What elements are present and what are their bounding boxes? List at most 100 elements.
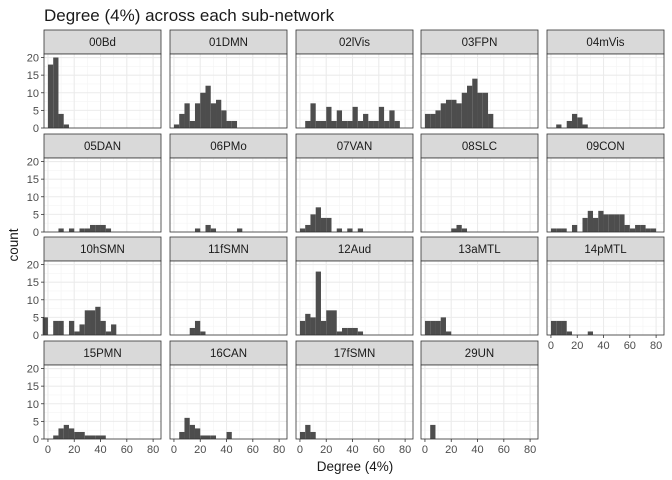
panel-background <box>44 365 161 439</box>
histogram-bar <box>173 124 180 128</box>
facet-label: 00Bd <box>89 37 116 49</box>
x-tick-label: 80 <box>399 444 411 456</box>
facet-panel-09CON: 09CON <box>546 133 665 233</box>
histogram-bar <box>357 228 364 232</box>
histogram-bar <box>299 431 306 439</box>
histogram-bar <box>373 120 379 128</box>
histogram-bar <box>68 320 75 335</box>
facet-strip <box>295 29 414 55</box>
histogram-bar <box>619 214 625 232</box>
histogram-bar <box>210 228 217 232</box>
histogram-bar <box>95 224 101 232</box>
histogram-bar <box>58 428 64 439</box>
histogram-bar <box>347 327 353 335</box>
histogram-bar <box>326 217 332 232</box>
histogram-bar <box>200 435 206 439</box>
facet-label: 09CON <box>586 141 624 153</box>
y-tick-label: 5 <box>33 416 39 428</box>
x-tick-label: 20 <box>68 444 80 456</box>
histogram-bar <box>200 331 206 335</box>
facet-panel-29UN: 29UN 0 20 40 60 80 <box>420 340 539 456</box>
facet-panel-08SLC: 08SLC <box>420 133 539 233</box>
histogram-bar <box>47 64 54 128</box>
histogram-bar <box>556 228 562 232</box>
histogram-bar <box>100 320 106 335</box>
histogram-bar <box>352 106 358 128</box>
histogram-bar <box>488 113 494 128</box>
histogram-bar <box>472 78 478 128</box>
facet-strip <box>420 340 539 366</box>
facet-panel-11fSMN: 11fSMN <box>169 236 288 336</box>
facet-panel-16CAN: 16CAN 0 20 40 60 80 <box>169 340 288 456</box>
y-tick-label: 5 <box>33 105 39 117</box>
facet-panel-14pMTL: 14pMTL 0 20 40 60 80 <box>546 236 665 352</box>
histogram-bar <box>299 320 306 335</box>
histogram-bar <box>461 228 468 232</box>
histogram-bar <box>310 431 316 439</box>
x-tick-label: 60 <box>624 340 636 352</box>
x-tick-label: 0 <box>548 340 554 352</box>
x-tick-label: 60 <box>373 444 385 456</box>
x-tick-label: 20 <box>445 444 457 456</box>
facet-panel-12Aud: 12Aud <box>295 236 414 336</box>
y-tick-label: 20 <box>27 364 39 376</box>
facet-strip <box>295 236 414 262</box>
histogram-bar <box>105 331 112 335</box>
y-tick-label: 20 <box>27 53 39 65</box>
y-tick-label: 0 <box>33 330 39 342</box>
histogram-bar <box>550 228 557 232</box>
histogram-bar <box>608 214 615 232</box>
histogram-bar <box>111 324 117 335</box>
histogram-bar <box>194 103 201 128</box>
histogram-bar <box>326 310 332 335</box>
histogram-bar <box>58 113 64 128</box>
y-tick-label: 10 <box>27 295 39 307</box>
histogram-bar <box>320 120 327 128</box>
panel-background <box>547 54 664 128</box>
histogram-bar <box>394 120 400 128</box>
histogram-bar <box>95 435 101 439</box>
facet-label: 06PMo <box>210 141 246 153</box>
facet-panel-15PMN: 15PMN 0 5 10 15 20 0 20 40 60 80 <box>27 340 162 456</box>
histogram-bar <box>205 435 211 439</box>
histogram-bar <box>550 320 557 335</box>
histogram-bar <box>237 228 243 232</box>
histogram-bar <box>347 120 353 128</box>
y-axis-title: count <box>6 228 21 261</box>
histogram-bar <box>635 224 641 232</box>
panel-border <box>169 364 288 440</box>
facet-strip <box>169 29 288 55</box>
x-axis-title: Degree (4%) <box>317 459 394 474</box>
histogram-bar <box>90 310 96 335</box>
y-tick-label: 0 <box>33 123 39 135</box>
histogram-bar <box>331 310 337 335</box>
x-tick-label: 20 <box>194 444 206 456</box>
histogram-bar <box>336 110 343 128</box>
histogram-bar <box>310 214 316 232</box>
histogram-bar <box>189 327 195 335</box>
x-tick-label: 40 <box>94 444 106 456</box>
histogram-bar <box>424 320 431 335</box>
facet-label: 01DMN <box>209 37 248 49</box>
histogram-bar <box>587 210 594 232</box>
facet-strip <box>420 133 539 159</box>
histogram-bar <box>95 306 101 335</box>
facet-strip <box>420 236 539 262</box>
facet-strip <box>295 133 414 159</box>
facet-label: 10hSMN <box>80 244 125 256</box>
panel-border <box>420 53 539 129</box>
facet-label: 03FPN <box>462 37 498 49</box>
histogram-bar <box>84 228 91 232</box>
panel-border <box>295 260 414 336</box>
facet-panel-17fSMN: 17fSMN 0 20 40 60 80 <box>295 340 414 456</box>
chart-title: Degree (4%) across each sub-network <box>44 6 335 25</box>
histogram-bar <box>320 320 327 335</box>
histogram-bar <box>105 228 112 232</box>
histogram-bar <box>100 435 106 439</box>
histogram-bar <box>482 92 489 128</box>
histogram-bar <box>456 224 462 232</box>
histogram-bar <box>577 117 583 128</box>
panel-border <box>169 53 288 129</box>
histogram-bar <box>53 57 59 128</box>
